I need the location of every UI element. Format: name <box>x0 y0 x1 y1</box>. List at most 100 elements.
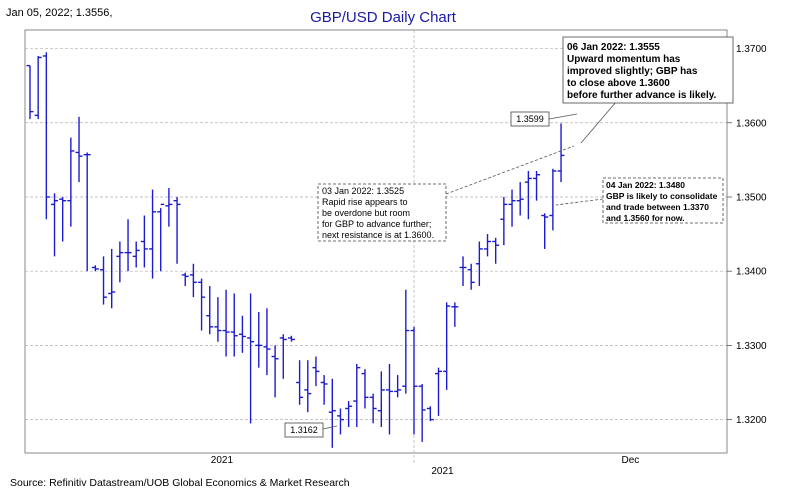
ohlc-bar <box>247 293 255 424</box>
ohlc-bar <box>116 241 124 283</box>
label-high: 1.3599 <box>510 111 550 127</box>
note-jan06-line: Upward momentum has <box>567 54 681 65</box>
ohlc-bar <box>336 408 344 435</box>
ohlc-bar <box>222 289 230 357</box>
ohlc-bar <box>426 406 434 422</box>
y-axis-ticks: 1.3200 1.3300 1.3400 1.3500 1.3600 1.3700 <box>727 44 767 426</box>
ohlc-bar <box>132 241 140 268</box>
ohlc-bar <box>59 196 67 242</box>
note-jan04-line: and 1.3560 for now. <box>606 213 685 223</box>
ohlc-bar <box>500 196 508 246</box>
connector-low <box>322 425 338 430</box>
header-price: Jan 05, 2022; 1.3556, <box>6 7 112 19</box>
note-jan03-box <box>317 183 447 242</box>
ohlc-bar <box>524 171 532 220</box>
connector-jan04 <box>555 198 604 206</box>
ohlc-bar <box>75 116 83 183</box>
y-tick-label: 1.3200 <box>736 415 767 426</box>
ohlc-series <box>26 52 565 448</box>
ohlc-bar <box>255 312 263 368</box>
ohlc-bar <box>42 52 50 220</box>
ohlc-bar <box>83 152 91 272</box>
note-jan04: 04 Jan 2022: 1.3480 GBP is likely to con… <box>602 177 724 224</box>
ohlc-bar <box>173 196 181 264</box>
note-jan03-line: 03 Jan 2022: 1.3525 <box>322 186 404 196</box>
ohlc-bar <box>385 363 393 435</box>
ohlc-bar <box>402 289 410 394</box>
ohlc-bar <box>484 234 492 257</box>
x-label-nov: 2021 <box>211 455 234 466</box>
ohlc-bar <box>140 215 148 268</box>
ohlc-bar <box>369 393 377 424</box>
ohlc-bar <box>214 297 222 342</box>
ohlc-bar <box>51 193 59 257</box>
ohlc-bar <box>541 213 549 249</box>
ohlc-bar <box>165 188 173 227</box>
connector-jan06 <box>580 101 617 144</box>
ohlc-bar <box>304 360 312 413</box>
ohlc-bar <box>361 369 369 409</box>
ohlc-bar <box>149 189 157 279</box>
ohlc-bar <box>124 219 132 272</box>
ohlc-bar <box>516 182 524 216</box>
x-label-dec: Dec <box>622 455 640 466</box>
ohlc-bar <box>287 335 295 342</box>
note-jan06-line: improved slightly; GBP has <box>567 66 698 77</box>
y-tick-label: 1.3500 <box>736 192 767 203</box>
ohlc-bar <box>157 203 165 272</box>
label-low-box <box>284 422 324 438</box>
chart-title: GBP/USD Daily Chart <box>310 9 457 26</box>
note-jan06: 06 Jan 2022: 1.3555 Upward momentum has … <box>562 36 734 104</box>
ohlc-bar <box>279 334 287 379</box>
ohlc-bar <box>467 263 475 290</box>
ohlc-bar <box>67 137 75 227</box>
label-low-text: 1.3162 <box>290 425 318 435</box>
ohlc-bar <box>238 315 246 353</box>
ohlc-bar <box>410 326 418 435</box>
ohlc-bar <box>377 371 385 428</box>
label-high-box <box>510 111 550 127</box>
ohlc-bar <box>26 64 34 120</box>
ohlc-bar <box>328 378 336 448</box>
plot-frame <box>24 29 728 454</box>
ohlc-bar <box>475 241 483 287</box>
ohlc-bar <box>320 375 328 405</box>
note-jan04-line: GBP is likely to consolidate <box>606 191 718 201</box>
y-tick-label: 1.3300 <box>736 341 767 352</box>
ohlc-bar <box>459 256 467 287</box>
ohlc-bar <box>263 308 271 376</box>
note-jan06-line: to close above 1.3600 <box>567 78 670 89</box>
ohlc-bar <box>418 383 426 442</box>
connector-high <box>548 113 578 120</box>
note-jan04-line: 04 Jan 2022: 1.3480 <box>606 180 685 190</box>
label-low: 1.3162 <box>284 422 324 438</box>
ohlc-bar <box>492 237 500 264</box>
note-jan04-line: and trade between 1.3370 <box>606 202 709 212</box>
label-high-text: 1.3599 <box>516 114 544 124</box>
ohlc-bar <box>508 189 516 227</box>
ohlc-bar <box>443 302 451 390</box>
note-jan04-box <box>602 177 724 224</box>
x-axis-labels: 2021 20212022DecJan <box>211 455 640 477</box>
x-label-2021: 2021 <box>431 466 454 477</box>
note-jan03-line: for GBP to advance further; <box>322 219 431 229</box>
ohlc-bar <box>296 360 304 405</box>
ohlc-bar <box>271 345 279 398</box>
ohlc-bar <box>34 55 42 120</box>
note-jan06-line: 06 Jan 2022: 1.3555 <box>567 42 660 53</box>
ohlc-bar <box>345 401 353 428</box>
y-tick-label: 1.3700 <box>736 44 767 55</box>
ohlc-bar <box>451 302 459 327</box>
annotation-connectors <box>322 101 617 430</box>
ohlc-bar <box>108 248 116 309</box>
ohlc-bar <box>100 256 108 305</box>
y-tick-label: 1.3400 <box>736 267 767 278</box>
ohlc-bar <box>394 375 402 398</box>
note-jan03-line: Rapid rise appears to <box>322 197 408 207</box>
y-tick-label: 1.3600 <box>736 118 767 129</box>
ohlc-bar <box>435 367 442 416</box>
source-note: Source: Refinitiv Datastream/UOB Global … <box>10 477 350 489</box>
ohlc-bar <box>533 171 541 201</box>
note-jan03-line: next resistance is at 1.3600. <box>322 230 434 240</box>
ohlc-bar <box>353 363 361 428</box>
